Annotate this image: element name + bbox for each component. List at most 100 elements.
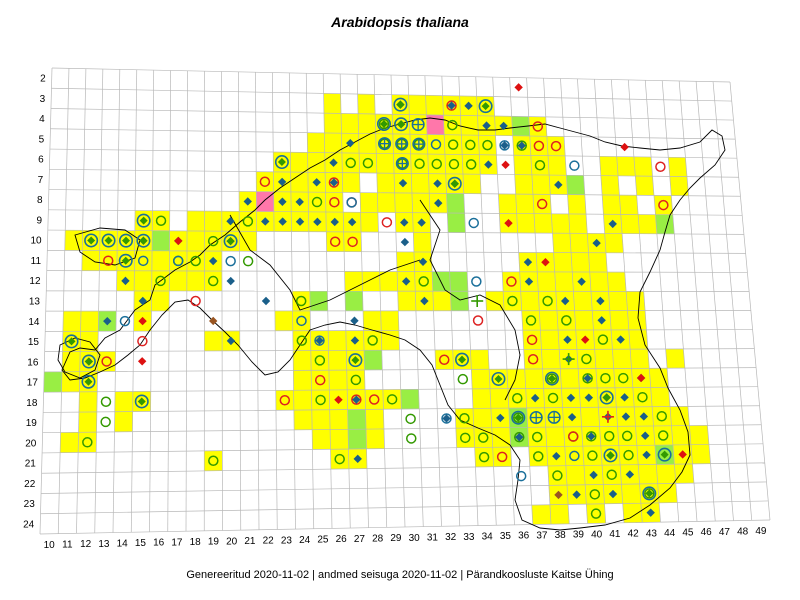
cell-yellow — [376, 173, 395, 193]
cell-yellow — [503, 291, 522, 311]
marker-circle-green — [448, 158, 460, 170]
cell-yellow — [602, 464, 622, 485]
marker-diamond-blue — [608, 219, 617, 229]
cell-yellow — [413, 232, 432, 253]
cell-yellow — [462, 174, 482, 194]
cell-green — [43, 371, 62, 393]
cell-yellow — [61, 351, 81, 372]
col-label: 24 — [299, 535, 311, 546]
cell-yellow — [328, 330, 347, 351]
marker-circle-diamond — [599, 390, 614, 405]
grid-line-vertical — [221, 71, 223, 531]
grid-line-vertical — [149, 70, 155, 532]
marker-circle-green — [459, 413, 470, 424]
col-label: 21 — [244, 536, 256, 547]
marker-circle-green — [621, 430, 633, 442]
grid-line-vertical — [167, 70, 171, 532]
marker-diamond-blue — [583, 374, 592, 383]
marker-diamond-blue — [515, 432, 524, 442]
marker-circle-green — [623, 449, 634, 461]
marker-circle-red — [506, 276, 517, 287]
marker-diamond-blue — [312, 178, 321, 187]
cell-green — [511, 116, 530, 137]
marker-diamond-blue — [313, 217, 322, 227]
marker-circle-diamond — [642, 486, 657, 501]
col-label: 20 — [226, 536, 238, 547]
cell-yellow — [567, 194, 587, 215]
cell-yellow — [410, 153, 429, 174]
marker-circle-red — [351, 394, 362, 405]
cell-yellow — [360, 212, 379, 233]
cell-yellow — [292, 310, 311, 331]
marker-diamond-blue — [278, 217, 287, 226]
grid-line-horizontal — [39, 519, 771, 535]
cell-green — [449, 271, 468, 292]
cell-yellow — [627, 310, 647, 330]
cell-yellow — [435, 349, 454, 370]
cell-yellow — [323, 93, 342, 114]
cell-yellow — [617, 426, 637, 446]
cell-yellow — [411, 173, 430, 194]
cell-yellow — [471, 369, 491, 389]
grid-line-horizontal — [48, 209, 743, 216]
cell-yellow — [621, 483, 641, 504]
col-label: 30 — [409, 533, 421, 544]
marker-circle-green — [418, 276, 429, 287]
marker-diamond-blue — [517, 141, 526, 150]
cell-yellow — [376, 153, 395, 174]
cell-yellow — [427, 154, 446, 174]
marker-diamond-blue — [572, 490, 581, 499]
marker-diamond-brown — [209, 316, 218, 326]
marker-diamond-blue — [350, 316, 359, 325]
grid-line-vertical — [112, 69, 121, 533]
row-label: 5 — [39, 134, 45, 145]
row-label: 14 — [28, 317, 40, 328]
cell-yellow — [690, 444, 711, 464]
cell-yellow — [366, 428, 385, 449]
col-label: 23 — [281, 535, 293, 546]
marker-circle-diamond — [136, 233, 151, 248]
cell-yellow — [274, 310, 293, 331]
cell-yellow — [425, 95, 444, 116]
cell-yellow — [343, 231, 362, 252]
cell-yellow — [543, 388, 563, 408]
marker-diamond-blue — [208, 256, 218, 266]
cell-yellow — [290, 172, 309, 193]
grid-line-horizontal — [51, 67, 731, 83]
marker-diamond-blue — [417, 218, 426, 227]
row-label: 18 — [26, 398, 38, 409]
cell-yellow — [114, 411, 133, 432]
cell-yellow — [365, 389, 384, 410]
grid-line-horizontal — [43, 405, 760, 413]
cell-yellow — [669, 176, 689, 196]
grid-line-vertical — [577, 78, 607, 524]
marker-circle-red — [439, 354, 450, 365]
marker-diamond-blue — [561, 296, 570, 306]
cell-yellow — [612, 349, 632, 369]
cell-yellow — [134, 250, 153, 271]
cell-yellow — [151, 250, 170, 271]
marker-diamond-red — [581, 335, 590, 344]
marker-diamond-blue — [346, 138, 355, 148]
cell-green — [446, 193, 465, 214]
cell-yellow — [382, 389, 402, 410]
cell-yellow — [594, 349, 614, 369]
marker-diamond-blue — [639, 412, 649, 421]
row-label: 24 — [23, 519, 35, 530]
cell-yellow — [377, 192, 396, 213]
cell-yellow — [473, 427, 493, 448]
marker-circle-diamond — [657, 447, 672, 462]
grid-line-vertical — [560, 78, 588, 524]
row-label: 13 — [29, 297, 41, 308]
marker-diamond-blue — [447, 101, 456, 110]
cell-yellow — [657, 483, 678, 503]
marker-circle-green — [362, 157, 374, 169]
marker-diamond-blue — [352, 395, 361, 404]
cell-yellow — [588, 252, 608, 273]
marker-diamond-blue — [434, 198, 443, 208]
marker-circle-blue — [119, 315, 131, 327]
col-label: 19 — [208, 537, 220, 548]
marker-circle-green — [507, 295, 518, 307]
